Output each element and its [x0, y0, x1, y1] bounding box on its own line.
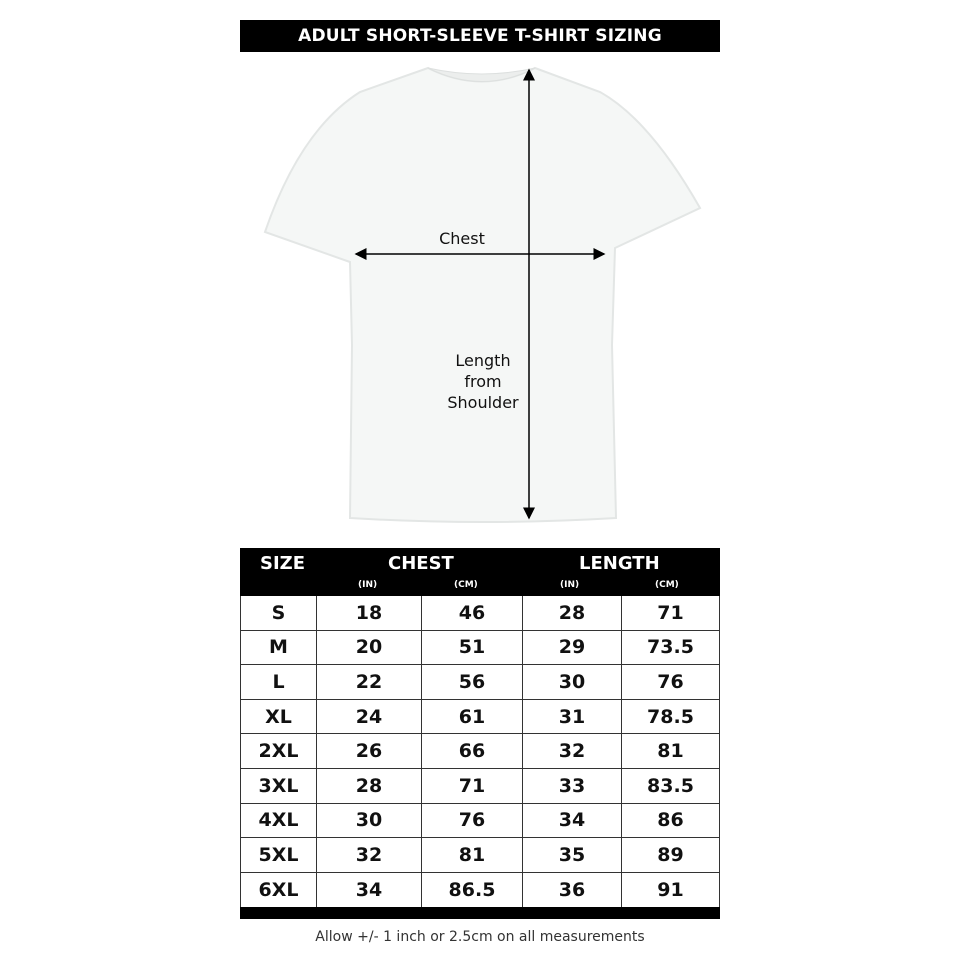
cell-size: 6XL — [241, 872, 317, 908]
cell-length-in: 34 — [523, 803, 622, 838]
measurement-note: Allow +/- 1 inch or 2.5cm on all measure… — [315, 929, 645, 945]
tshirt-shape — [263, 66, 702, 523]
cell-length-cm: 86 — [657, 809, 684, 832]
cell-length-cm: 71 — [657, 601, 684, 624]
cell-length-in: 31 — [523, 699, 622, 734]
cell-size: 3XL — [241, 768, 317, 803]
table-row: S 18 46 28 71 — [241, 596, 719, 631]
cell-chest-in: 30 — [317, 803, 422, 838]
length-label-line: Length — [455, 351, 511, 370]
cell-chest-cm: 71 — [422, 768, 523, 803]
table-header: SIZE CHEST LENGTH (IN) (CM) (IN) (CM) — [240, 548, 720, 596]
cell-chest-cm: 81 — [422, 838, 523, 872]
cell-length-cm: 76 — [657, 670, 684, 693]
cell-chest-in: 24 — [317, 699, 422, 734]
cell-chest-in: 26 — [317, 734, 422, 768]
cell-size: L — [241, 665, 317, 699]
table-row: XL 24 61 31 78.5 — [241, 699, 719, 735]
cell-chest-cm: 61 — [422, 699, 523, 734]
cell-chest-in: 28 — [317, 768, 422, 803]
header-length-cm: (CM) — [655, 580, 679, 590]
table-row: 6XL 34 86.5 36 91 — [241, 872, 719, 908]
cell-chest-in: 32 — [317, 838, 422, 872]
cell-length-in: 33 — [523, 768, 622, 803]
cell-length-in: 35 — [523, 838, 622, 872]
cell-chest-cm: 56 — [422, 665, 523, 699]
table-footer-bar — [240, 907, 720, 920]
cell-chest-cm: 86.5 — [422, 872, 523, 908]
table-row: 4XL 30 76 34 86 — [241, 803, 719, 839]
cell-length-cm: 91 — [657, 879, 684, 902]
cell-chest-cm: 76 — [422, 803, 523, 838]
cell-chest-cm: 66 — [422, 734, 523, 768]
cell-size: XL — [241, 699, 317, 734]
cell-length-cm: 78.5 — [647, 705, 694, 728]
header-length-in: (IN) — [560, 580, 580, 590]
table-body: S 18 46 28 71 M 20 51 29 73.5 L 22 56 30 76 XL 24 61 31 78.… — [240, 596, 720, 908]
cell-chest-cm: 46 — [422, 596, 523, 630]
cell-length-cm: 89 — [657, 843, 684, 866]
cell-length-in: 29 — [523, 630, 622, 665]
cell-length-cm: 83.5 — [647, 774, 694, 797]
cell-chest-in: 20 — [317, 630, 422, 665]
cell-size: M — [241, 630, 317, 665]
table-row: 2XL 26 66 32 81 — [241, 734, 719, 769]
table-row: M 20 51 29 73.5 — [241, 630, 719, 666]
chart-title: ADULT SHORT-SLEEVE T-SHIRT SIZING — [240, 20, 720, 52]
table-row: 3XL 28 71 33 83.5 — [241, 768, 719, 804]
cell-chest-in: 34 — [317, 872, 422, 908]
header-chest: CHEST — [388, 553, 454, 574]
chest-label: Chest — [439, 229, 485, 248]
cell-length-in: 30 — [523, 665, 622, 699]
cell-chest-in: 22 — [317, 665, 422, 699]
length-label-line: from — [464, 372, 502, 391]
cell-chest-cm: 51 — [422, 630, 523, 665]
cell-length-in: 28 — [523, 596, 622, 630]
tshirt-diagram — [263, 66, 702, 523]
length-label: Length from Shoulder — [433, 350, 533, 413]
table-row: 5XL 32 81 35 89 — [241, 838, 719, 873]
cell-length-in: 32 — [523, 734, 622, 768]
table-row: L 22 56 30 76 — [241, 665, 719, 700]
cell-length-in: 36 — [523, 872, 622, 908]
cell-size: S — [241, 596, 317, 630]
header-chest-in: (IN) — [358, 580, 378, 590]
cell-chest-in: 18 — [317, 596, 422, 630]
header-length: LENGTH — [579, 553, 660, 574]
length-label-line: Shoulder — [447, 393, 519, 412]
cell-size: 2XL — [241, 734, 317, 768]
cell-length-cm: 73.5 — [647, 636, 694, 659]
header-chest-cm: (CM) — [454, 580, 478, 590]
header-size: SIZE — [260, 553, 306, 574]
cell-size: 4XL — [241, 803, 317, 838]
cell-size: 5XL — [241, 838, 317, 872]
cell-length-cm: 81 — [657, 740, 684, 763]
